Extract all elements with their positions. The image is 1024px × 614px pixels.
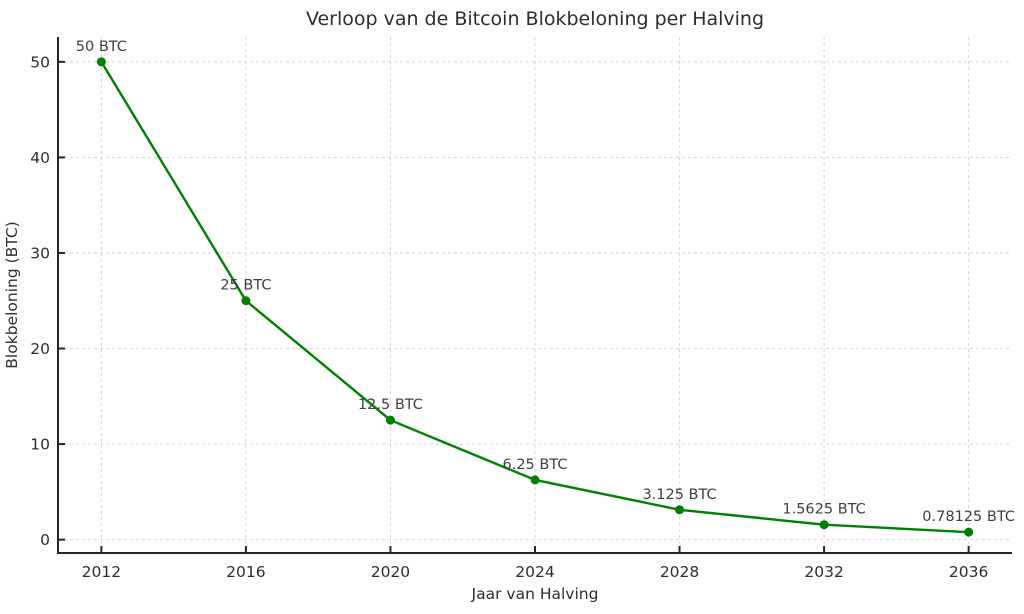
x-tick-label: 2016 [226, 563, 265, 581]
x-tick-label: 2036 [949, 563, 988, 581]
point-value-label: 50 BTC [76, 39, 127, 55]
data-point [530, 475, 540, 485]
data-point [241, 296, 251, 306]
y-tick-label: 30 [30, 244, 50, 262]
data-point [675, 505, 685, 515]
data-point [96, 57, 106, 67]
point-value-label: 3.125 BTC [642, 487, 716, 503]
point-value-label: 6.25 BTC [503, 457, 568, 473]
data-point [964, 527, 974, 537]
x-tick-label: 2032 [804, 563, 843, 581]
x-tick-label: 2020 [371, 563, 410, 581]
line-series [96, 57, 974, 537]
point-value-label: 12.5 BTC [358, 397, 423, 413]
grid-layer [58, 37, 1012, 553]
y-tick-label: 0 [40, 531, 50, 549]
x-tick-label: 2012 [82, 563, 121, 581]
data-point [385, 415, 395, 425]
y-tick-label: 20 [30, 340, 50, 358]
point-value-label: 0.78125 BTC [922, 509, 1015, 525]
y-axis-label: Blokbeloning (BTC) [3, 221, 21, 368]
axes-layer: 2012 2016 2020 2024 2028 2032 2036 0 10 20 30 40 50 [30, 37, 1012, 581]
y-tick-label: 50 [30, 53, 50, 71]
point-value-label: 1.5625 BTC [782, 502, 865, 518]
x-tick-label: 2028 [660, 563, 699, 581]
data-point [819, 520, 829, 530]
point-annotations: 50 BTC 25 BTC 12.5 BTC 6.25 BTC 3.125 BTC 1.5… [76, 39, 1015, 525]
y-tick-label: 10 [30, 436, 50, 454]
x-tick-label: 2024 [515, 563, 554, 581]
point-value-label: 25 BTC [220, 278, 271, 294]
chart-title: Verloop van de Bitcoin Blokbeloning per … [306, 8, 764, 30]
x-axis-label: Jaar van Halving [471, 585, 599, 603]
y-tick-label: 40 [30, 149, 50, 167]
